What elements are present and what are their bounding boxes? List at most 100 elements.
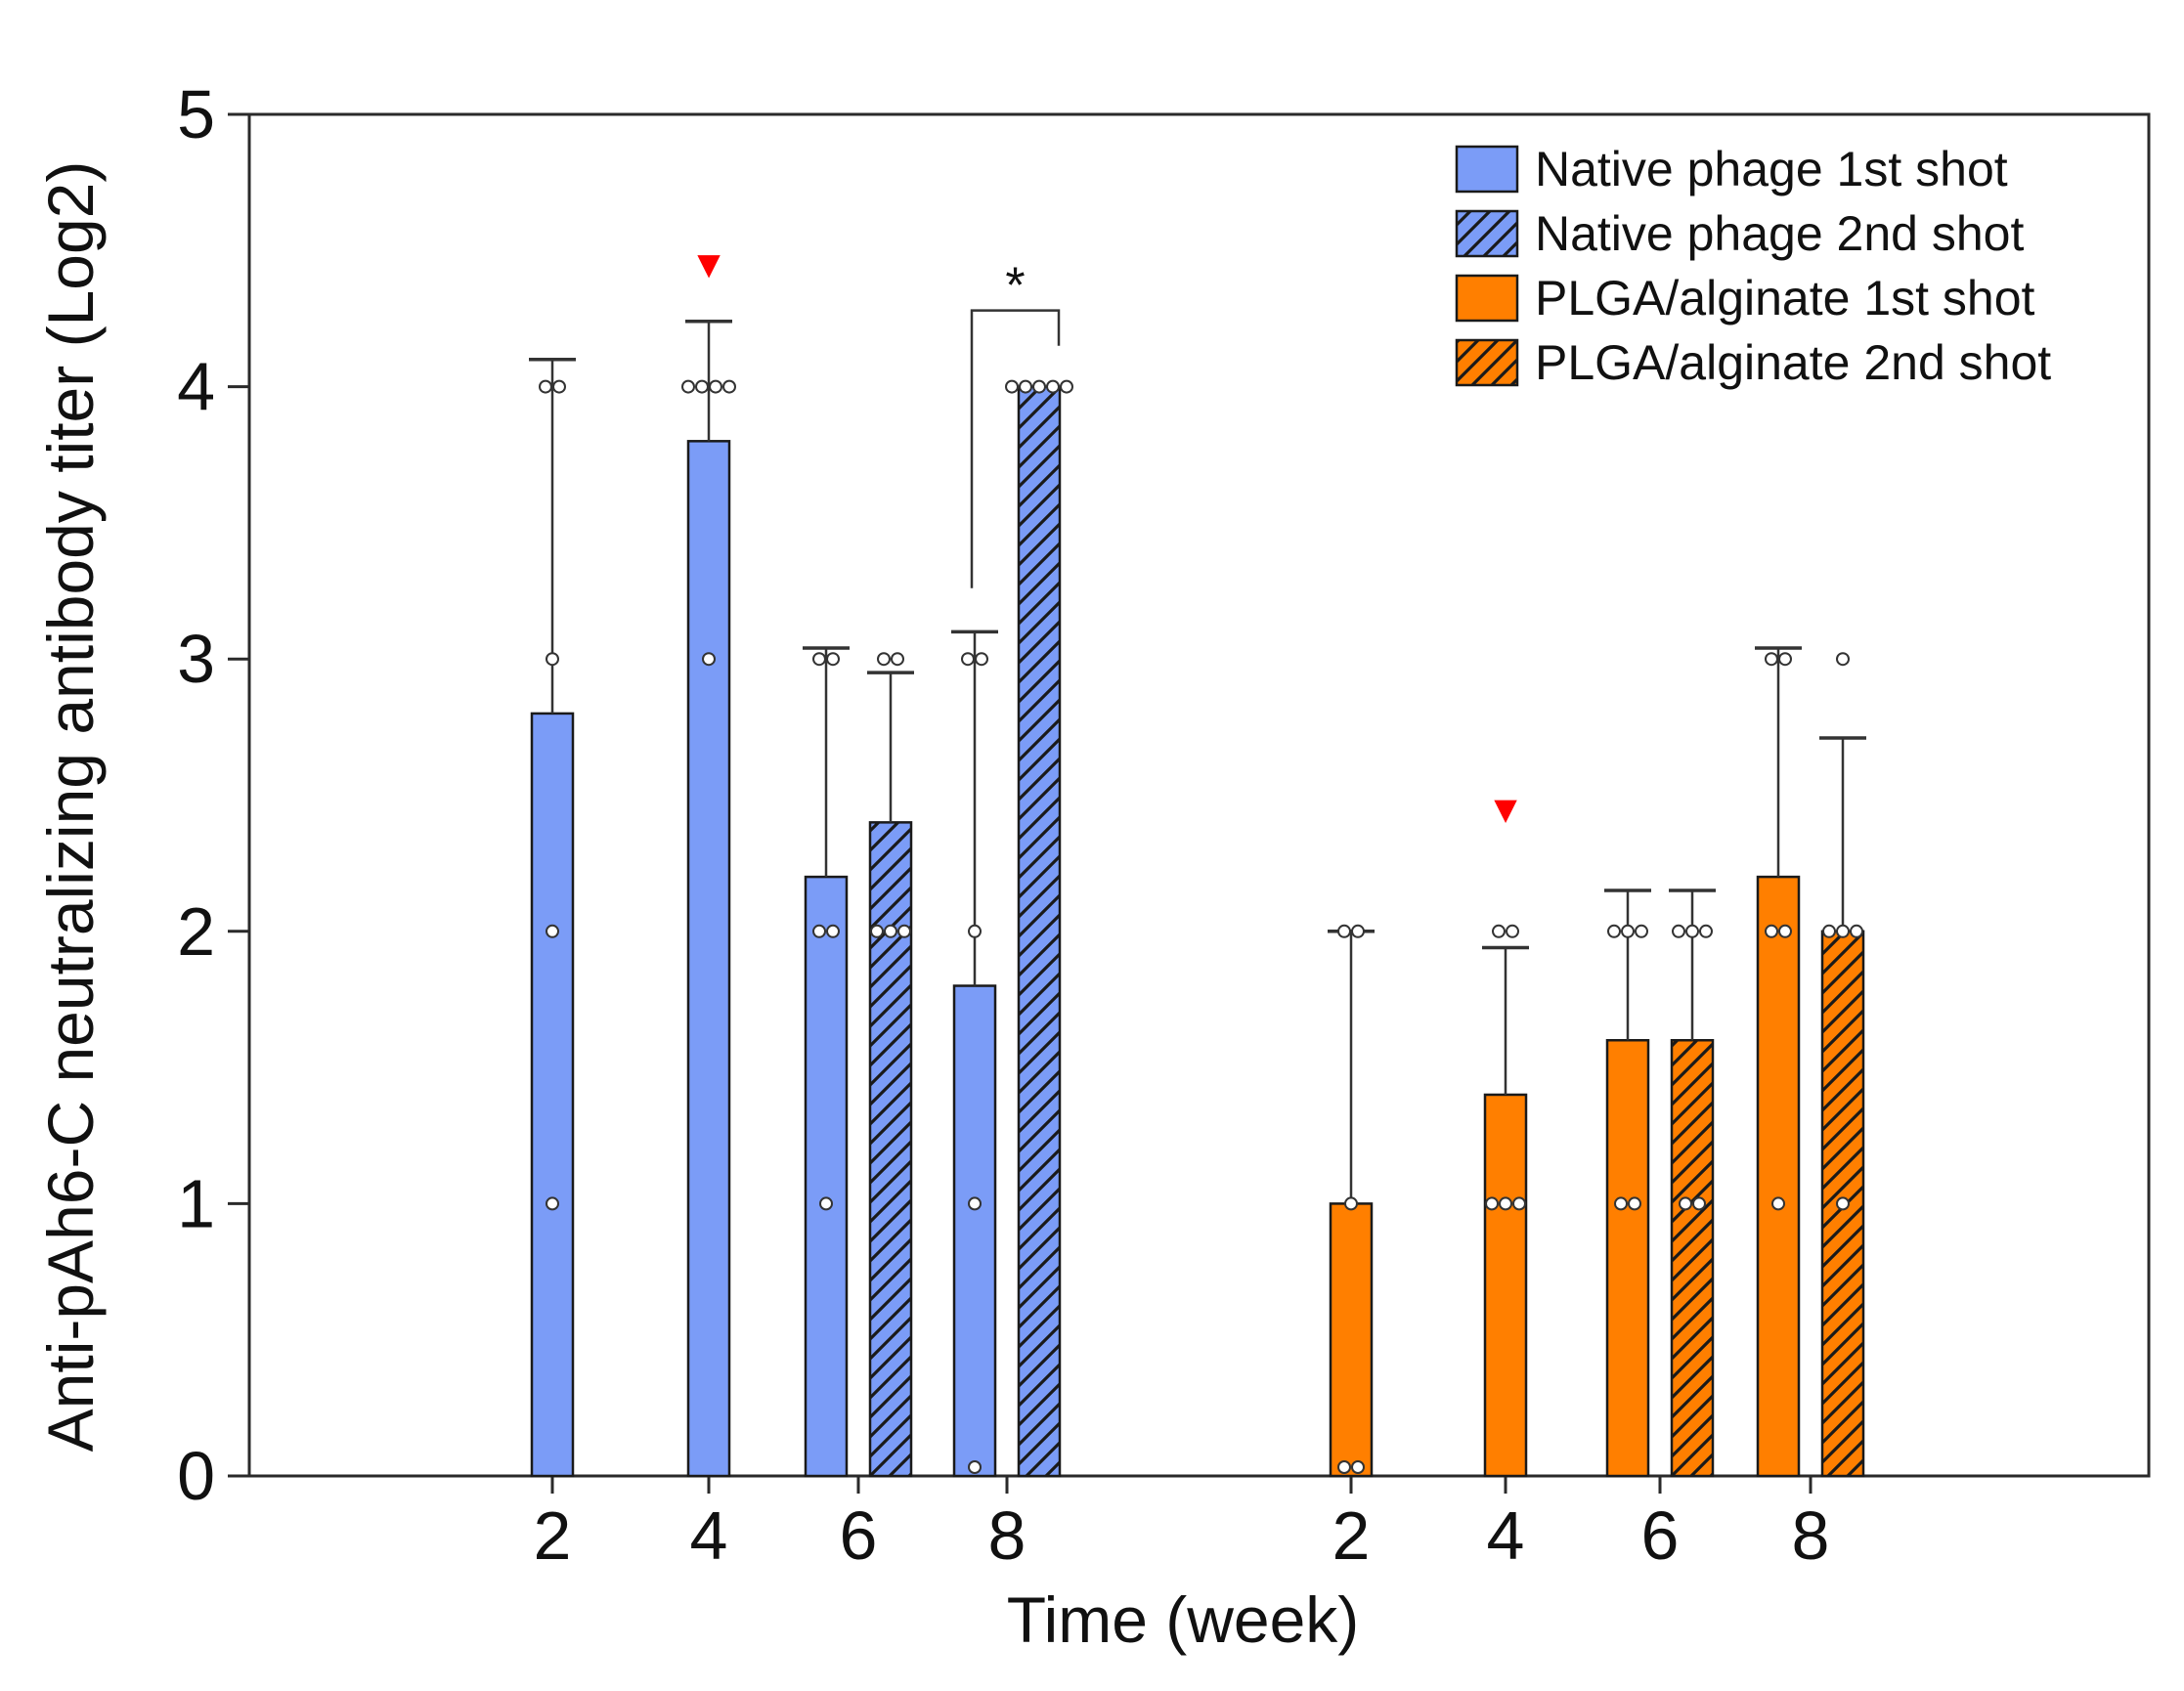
data-point (702, 652, 716, 667)
data-point (1614, 1196, 1628, 1211)
bar (804, 875, 849, 1478)
data-point (975, 652, 988, 667)
data-point (1836, 1196, 1850, 1211)
bar (1605, 1038, 1650, 1478)
data-point (1607, 924, 1621, 938)
data-point (1337, 1460, 1351, 1474)
data-point (877, 652, 891, 667)
data-point (1778, 652, 1792, 667)
data-point (695, 379, 709, 394)
bar (952, 984, 997, 1478)
data-point (961, 652, 975, 667)
legend-label: PLGA/alginate 1st shot (1535, 271, 2035, 325)
data-point (1344, 1196, 1358, 1211)
y-axis-title: Anti-pAh6-C neutralizing antibody titer … (34, 161, 107, 1453)
significance-bracket (970, 309, 1061, 588)
x-tick-label: 8 (1792, 1497, 1830, 1574)
data-point (552, 379, 566, 394)
y-tick-label: 1 (177, 1165, 215, 1241)
data-point (1506, 924, 1519, 938)
data-point (1822, 924, 1836, 938)
data-point (870, 924, 884, 938)
legend-label: Native phage 1st shot (1535, 142, 2008, 196)
data-point (546, 1196, 559, 1211)
y-tick-label: 3 (177, 621, 215, 697)
significance-label: * (1005, 258, 1025, 315)
data-point (1621, 924, 1635, 938)
legend-swatch (1455, 274, 1519, 323)
data-point (1836, 652, 1850, 667)
data-point (1628, 1196, 1641, 1211)
data-point (1699, 924, 1713, 938)
plot-frame (247, 112, 2151, 1478)
data-point (539, 379, 552, 394)
data-point (546, 924, 559, 938)
y-tick-label: 5 (177, 76, 215, 152)
bars (530, 385, 1865, 1478)
data-point (1765, 924, 1778, 938)
bar (1329, 1202, 1374, 1478)
legend-swatch (1455, 338, 1519, 387)
data-point (1005, 379, 1019, 394)
bar (868, 821, 913, 1478)
timepoint-marker: ▼ (1486, 788, 1525, 831)
bar (686, 440, 731, 1478)
data-point (1032, 379, 1046, 394)
data-point (1635, 924, 1648, 938)
data-point (819, 1196, 833, 1211)
data-point (826, 924, 840, 938)
legend-swatch (1455, 145, 1519, 194)
data-point (1850, 924, 1863, 938)
data-point (1351, 924, 1365, 938)
x-tick-label: 6 (1641, 1497, 1680, 1574)
y-tick-label: 2 (177, 893, 215, 970)
data-point (812, 924, 826, 938)
data-point (968, 1196, 982, 1211)
data-point (968, 1460, 982, 1474)
data-point (1685, 924, 1699, 938)
data-point (722, 379, 736, 394)
y-tick-label: 4 (177, 349, 215, 425)
data-point (546, 652, 559, 667)
annotations: ▼ * ▼ (689, 243, 1525, 831)
data-point (1499, 1196, 1512, 1211)
axes: 0 1 2 3 4 5 2 4 6 8 2 4 6 8 (177, 76, 2151, 1574)
data-point (1512, 1196, 1526, 1211)
x-tick-label: 4 (1487, 1497, 1525, 1574)
data-point (1351, 1460, 1365, 1474)
x-axis-title: Time (week) (1007, 1583, 1360, 1656)
data-point (826, 652, 840, 667)
data-point (1672, 924, 1685, 938)
x-tick-label: 4 (690, 1497, 728, 1574)
data-point (1337, 924, 1351, 938)
bar (1670, 1038, 1715, 1478)
data-point (1778, 924, 1792, 938)
legend-label: PLGA/alginate 2nd shot (1535, 335, 2051, 390)
x-tick-label: 8 (988, 1497, 1026, 1574)
legend-label: Native phage 2nd shot (1535, 206, 2024, 261)
data-point (897, 924, 911, 938)
data-point (812, 652, 826, 667)
data-point (1060, 379, 1073, 394)
data-point (1485, 1196, 1499, 1211)
data-point (1492, 924, 1506, 938)
data-point (709, 379, 722, 394)
legend-swatch (1455, 209, 1519, 258)
data-point (884, 924, 897, 938)
data-point (1765, 652, 1778, 667)
data-point (968, 924, 982, 938)
y-tick-label: 0 (177, 1438, 215, 1514)
bar (1017, 385, 1062, 1478)
data-point (1046, 379, 1060, 394)
bar (1756, 875, 1801, 1478)
data-point (1019, 379, 1032, 394)
bar (530, 712, 575, 1478)
data-point (891, 652, 904, 667)
data-point (1679, 1196, 1692, 1211)
x-tick-label: 2 (534, 1497, 572, 1574)
data-points (539, 379, 1863, 1474)
x-tick-label: 6 (840, 1497, 878, 1574)
timepoint-marker: ▼ (689, 243, 728, 286)
bar (1483, 1093, 1528, 1478)
